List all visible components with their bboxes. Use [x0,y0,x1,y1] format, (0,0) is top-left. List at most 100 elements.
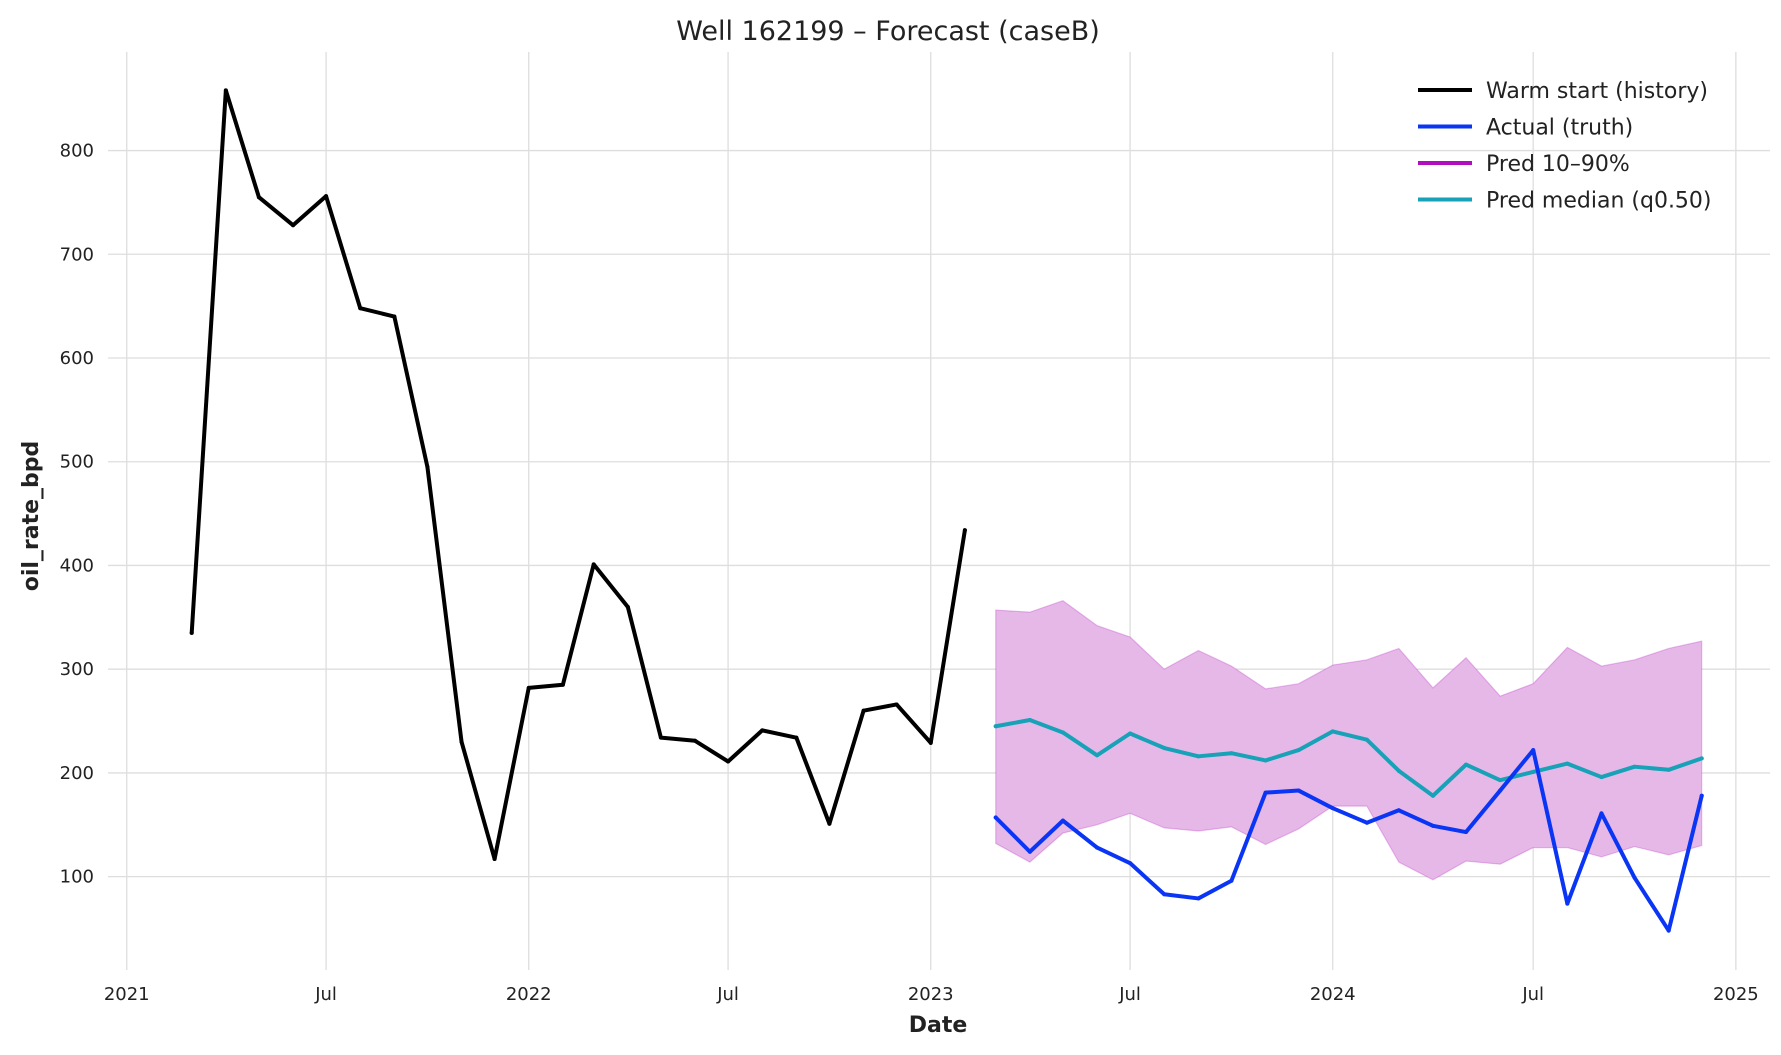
actual-point [1430,823,1435,828]
y-tick-label: 500 [60,452,94,473]
actual-point [1330,806,1335,811]
legend-entry-median: Pred median (q0.50) [1418,189,1712,214]
x-tick-label: Jul [1521,984,1544,1005]
history-point [591,562,596,567]
history-point [358,306,363,311]
history-point [928,740,933,745]
actual-point [1632,875,1637,880]
actual-point [1364,820,1369,825]
actual-point [1060,818,1065,823]
actual-point [1396,808,1401,813]
x-tick-label: 2025 [1713,984,1759,1005]
actual-series-line [993,748,1704,933]
history-point [693,738,698,743]
actual-point [1498,788,1503,793]
y-tick-label: 200 [60,763,94,784]
history-point [560,682,565,687]
median-point [1330,729,1335,734]
history-point [492,857,497,862]
history-series-line [189,88,967,862]
legend-entry-actual: Actual (truth) [1418,116,1633,141]
actual-point [1095,845,1100,850]
actual-point [1229,878,1234,883]
median-point [1060,730,1065,735]
median-point [1464,762,1469,767]
x-tick-label: 2022 [506,984,552,1005]
actual-point [1599,811,1604,816]
median-point [1364,737,1369,742]
history-point [256,195,261,200]
history-point [894,702,899,707]
median-point [1396,768,1401,773]
median-point [1666,767,1671,772]
history-point [189,630,194,635]
actual-point [1128,861,1133,866]
history-point [392,314,397,319]
prediction-band-layer [995,600,1703,881]
actual-point [1162,892,1167,897]
legend-label: Actual (truth) [1486,116,1633,141]
median-point [1531,769,1536,774]
x-axis-label: Date [909,1013,968,1038]
y-axis-label: oil_rate_bpd [19,441,44,592]
median-point [1128,731,1133,736]
actual-point [1296,788,1301,793]
history-point [324,194,329,199]
x-tick-label: Jul [314,984,337,1005]
history-point [760,728,765,733]
actual-point [1666,928,1671,933]
actual-point [1263,790,1268,795]
history-point [425,464,430,469]
chart-title: Well 162199 – Forecast (caseB) [676,16,1100,47]
median-point [1599,775,1604,780]
history-point [726,759,731,764]
median-point [1162,746,1167,751]
y-tick-label: 300 [60,659,94,680]
median-point [993,724,998,729]
actual-point [1464,830,1469,835]
actual-point [1699,793,1704,798]
median-point [1565,761,1570,766]
x-tick-label: Jul [716,984,739,1005]
median-point [1498,778,1503,783]
history-point [291,223,296,228]
median-point [1027,718,1032,723]
median-point [1296,748,1301,753]
actual-point [1027,849,1032,854]
legend-label: Pred 10–90% [1486,152,1630,177]
x-tick-label: 2024 [1310,984,1356,1005]
median-point [1095,753,1100,758]
legend-label: Pred median (q0.50) [1486,189,1712,214]
y-tick-label: 400 [60,555,94,576]
actual-point [1565,901,1570,906]
x-tick-label: Jul [1118,984,1141,1005]
series-lines-layer [189,88,1704,933]
median-point [1263,758,1268,763]
median-series-line [993,718,1704,798]
history-point [861,708,866,713]
actual-point [993,815,998,820]
history-point [962,528,967,533]
history-point [625,604,630,609]
legend-entry-band: Pred 10–90% [1418,152,1630,177]
median-point [1699,756,1704,761]
actual-point [1196,896,1201,901]
y-tick-label: 700 [60,244,94,265]
median-point [1632,764,1637,769]
y-tick-label: 600 [60,348,94,369]
y-axis-ticks: 100 200 300 400 500 600 700 800 [60,141,94,888]
actual-point [1531,748,1536,753]
prediction-band-10-90 [995,600,1703,881]
median-point [1430,793,1435,798]
history-point [658,735,663,740]
legend: Warm start (history) Actual (truth) Pred 1… [1418,79,1712,214]
history-point [794,735,799,740]
legend-label: Warm start (history) [1486,79,1708,104]
history-point [223,88,228,93]
history-point [526,685,531,690]
y-tick-label: 800 [60,141,94,162]
median-point [1196,754,1201,759]
history-point [459,739,464,744]
